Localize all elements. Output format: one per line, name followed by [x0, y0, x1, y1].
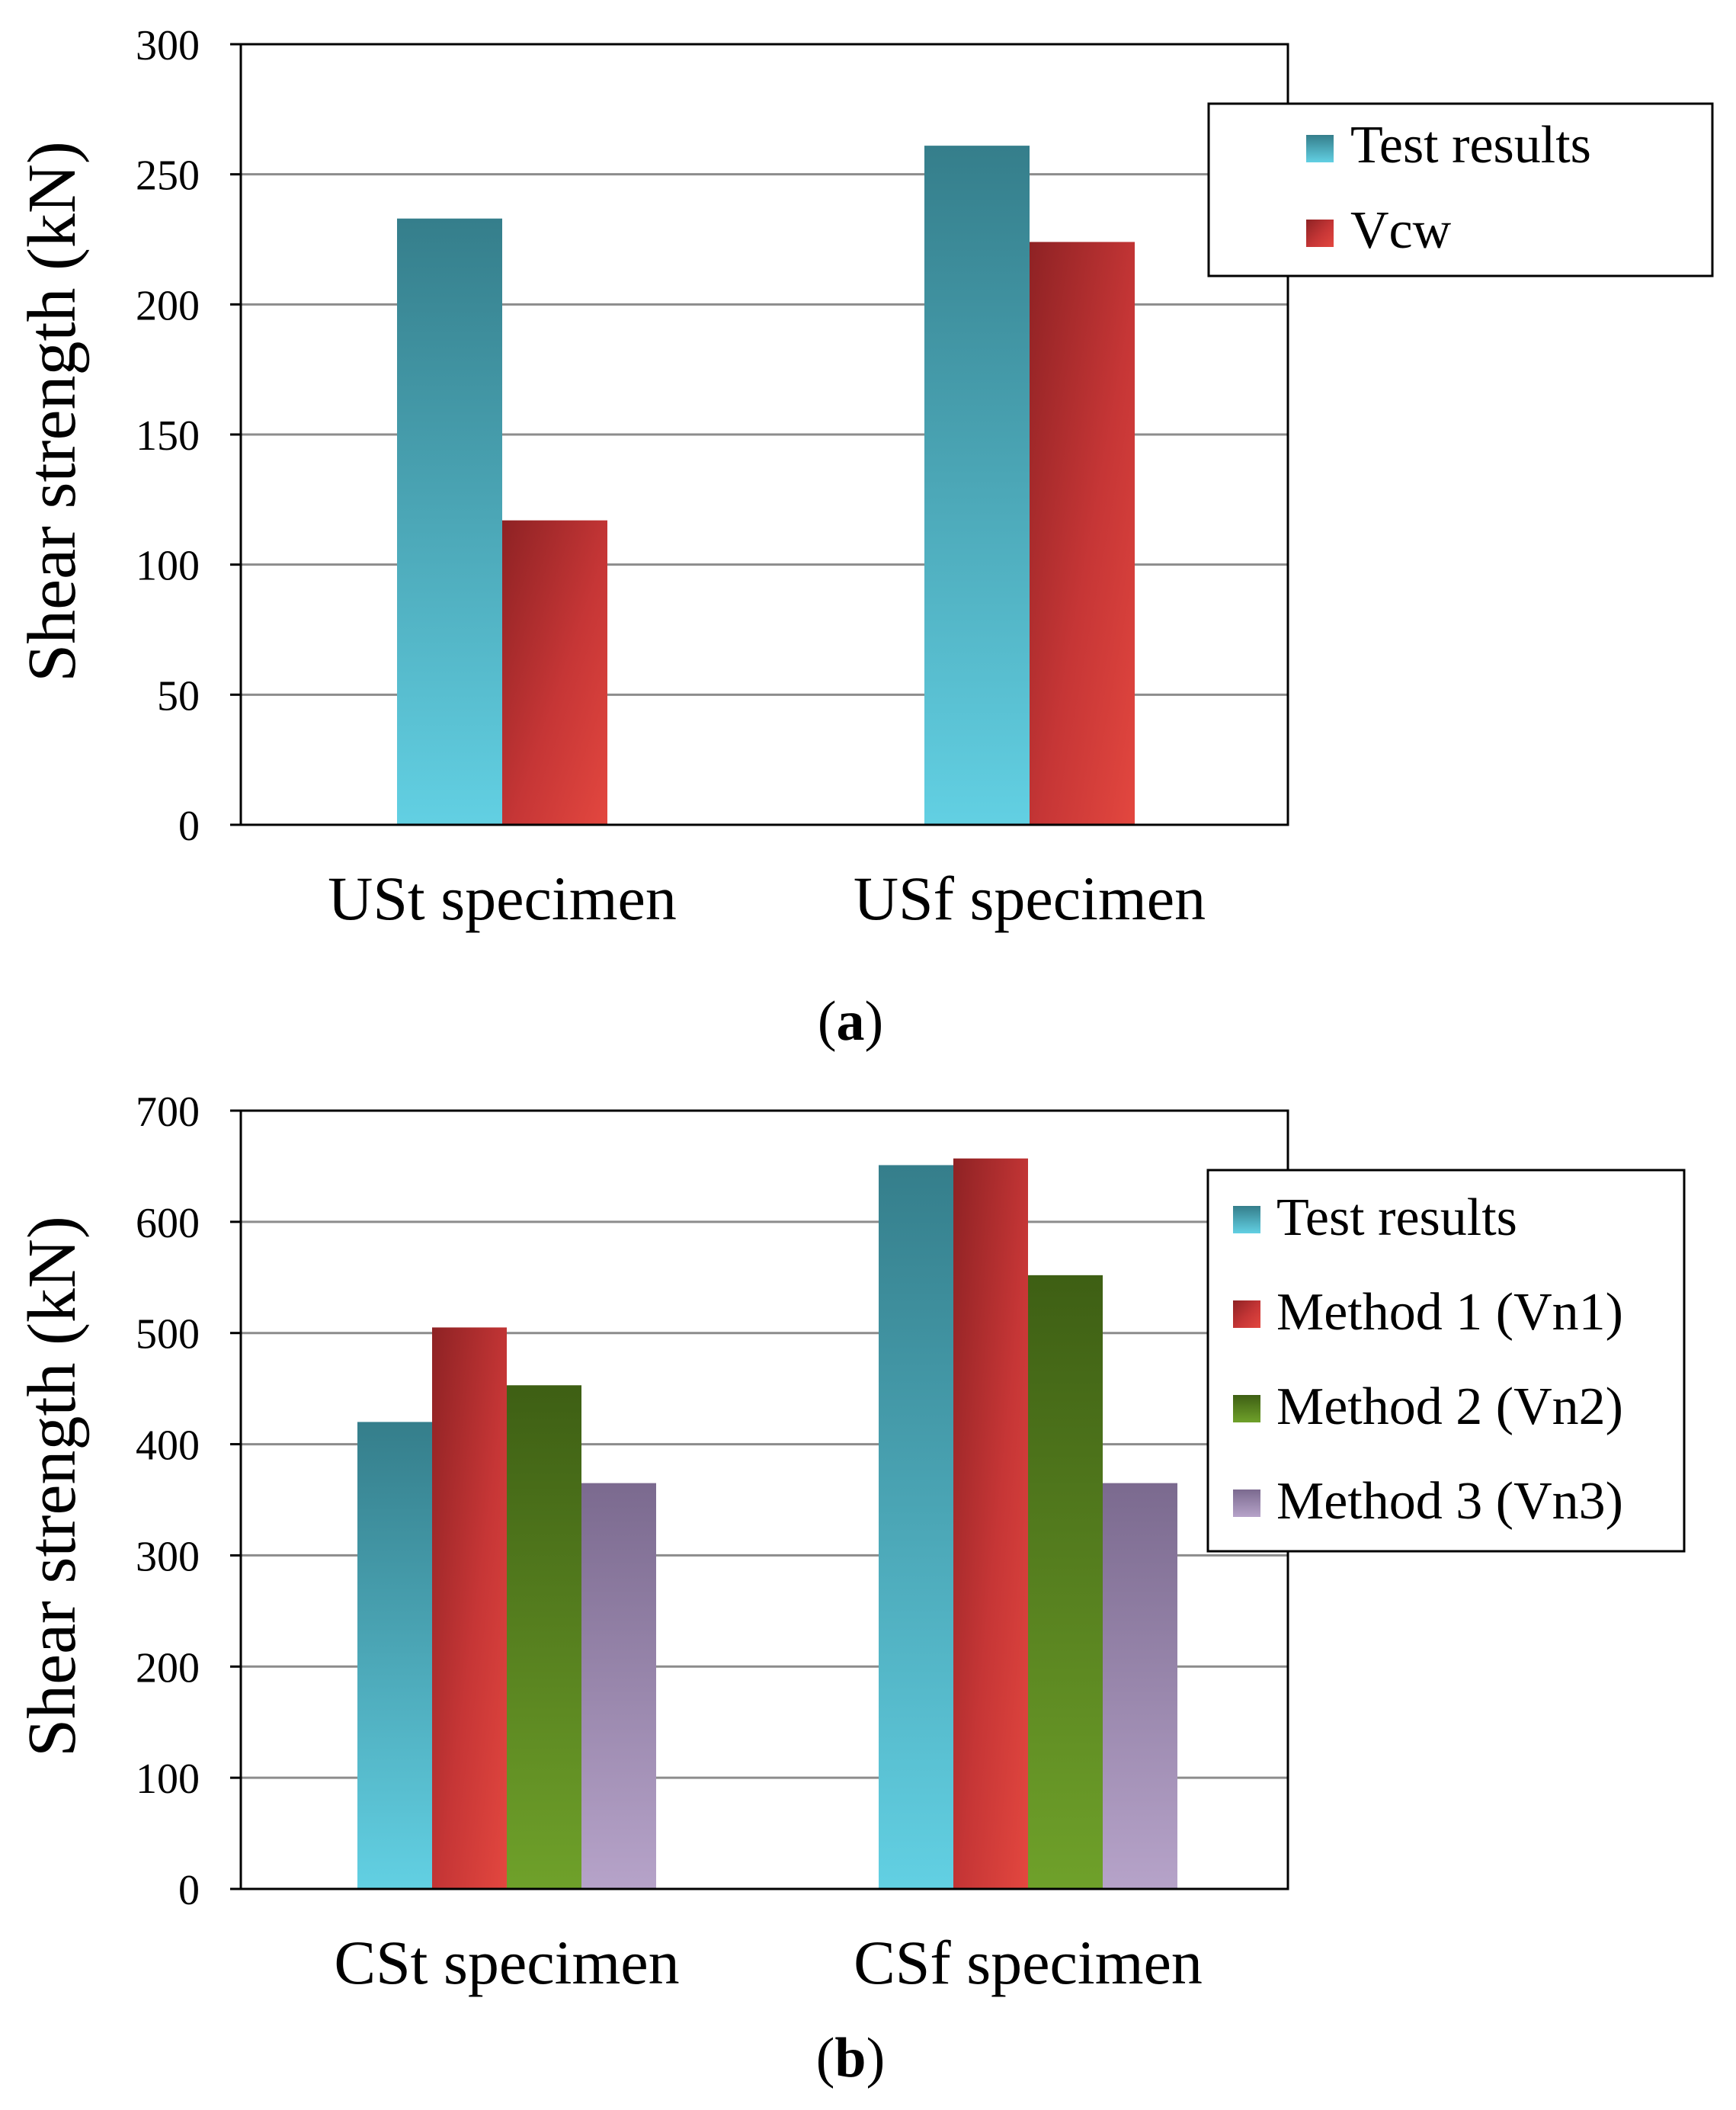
legend-swatch-method-1 [1233, 1300, 1260, 1328]
bar-test-results-csf-specimen [879, 1165, 953, 1889]
chart-a-ylabel: Shear strength (kN) [14, 141, 90, 682]
chart-a-xtick-label: USt specimen [328, 864, 677, 933]
panel-label-b: (b) [816, 2027, 885, 2089]
chart-b-ytick-label: 200 [136, 1644, 200, 1692]
chart-a-ytick-label: 50 [157, 672, 200, 720]
chart-a-legend: Test results Vcw [1207, 102, 1714, 277]
chart-b-ytick-label: 300 [136, 1533, 200, 1580]
chart-b-ylabel: Shear strength (kN) [14, 1216, 90, 1757]
chart-a-ytick-label: 300 [136, 22, 200, 69]
bar-vcw-usf-specimen [1030, 242, 1135, 825]
chart-b: Shear strength (kN) 0 100 200 300 400 500 600 7… [14, 1089, 1686, 2089]
bar-vcw-ust-specimen [502, 520, 607, 825]
chart-a-ytick-label: 150 [136, 412, 200, 460]
bar-test-results-ust-specimen [397, 218, 502, 825]
chart-b-ytick-label: 0 [178, 1867, 200, 1914]
legend-label-test-results: Test results [1350, 116, 1591, 175]
legend-swatch-method-2 [1233, 1395, 1260, 1422]
bar-method-1-vn1-csf-specimen [953, 1158, 1028, 1889]
chart-b-ytick-label: 400 [136, 1422, 200, 1470]
panel-label-a: (a) [818, 990, 883, 1053]
legend-label-method-2: Method 2 (Vn2) [1276, 1377, 1623, 1436]
bar-method-2-vn2-csf-specimen [1028, 1275, 1103, 1889]
legend-label-test-results: Test results [1276, 1188, 1517, 1247]
chart-a-ytick-label: 100 [136, 543, 200, 590]
bar-method-1-vn1-cst-specimen [432, 1327, 507, 1889]
legend-label-method-3: Method 3 (Vn3) [1276, 1472, 1623, 1531]
chart-a-ytick-label: 250 [136, 152, 200, 200]
chart-b-xtick-label: CSf specimen [854, 1928, 1203, 1997]
bar-method-2-vn2-cst-specimen [507, 1385, 581, 1889]
bar-method-3-vn3-csf-specimen [1103, 1483, 1177, 1889]
legend-swatch-method-3 [1233, 1490, 1260, 1517]
chart-b-ytick-label: 500 [136, 1311, 200, 1358]
chart-a: Shear strength (kN) 0 50 100 150 200 250 300 U… [14, 22, 1714, 1053]
bar-method-3-vn3-cst-specimen [581, 1483, 656, 1889]
chart-b-ytick-label: 100 [136, 1756, 200, 1803]
legend-label-vcw: Vcw [1350, 201, 1452, 260]
legend-label-method-1: Method 1 (Vn1) [1276, 1283, 1623, 1342]
chart-a-ytick-label: 0 [178, 803, 200, 850]
chart-a-ytick-label: 200 [136, 282, 200, 329]
legend-swatch-test-results [1233, 1206, 1260, 1233]
bar-test-results-usf-specimen [924, 146, 1030, 825]
legend-swatch-vcw [1306, 220, 1334, 247]
chart-b-ytick-label: 700 [136, 1089, 200, 1136]
chart-b-ytick-label: 600 [136, 1200, 200, 1247]
chart-b-legend: Test results Method 1 (Vn1) Method 2 (Vn… [1206, 1169, 1686, 1553]
legend-swatch-test-results [1306, 135, 1334, 162]
chart-a-xtick-label: USf specimen [854, 864, 1206, 933]
bar-test-results-cst-specimen [357, 1422, 432, 1889]
chart-b-xtick-label: CSt specimen [334, 1928, 679, 1997]
